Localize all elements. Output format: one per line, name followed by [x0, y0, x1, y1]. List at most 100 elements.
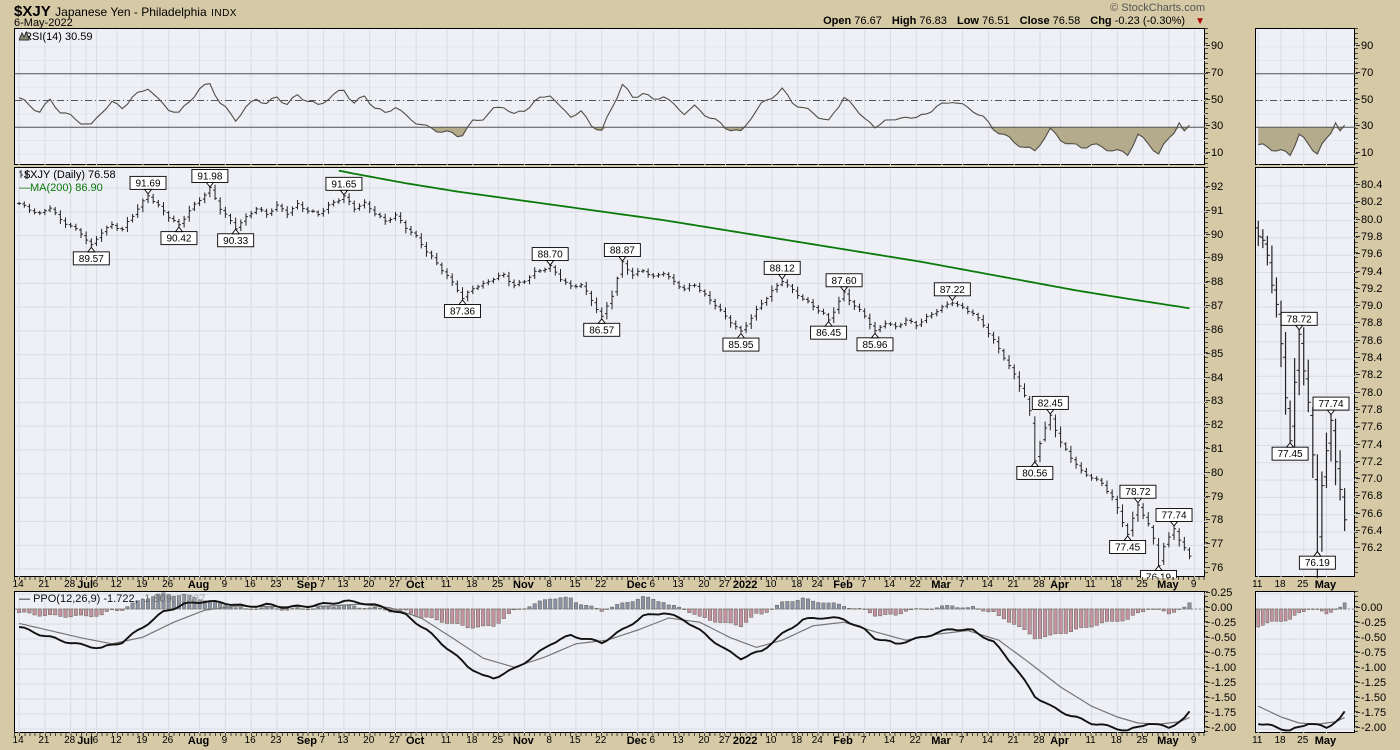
mini-x-tick-label: May: [1314, 579, 1337, 591]
ppo-histogram-bar: [558, 597, 563, 610]
ppo-histogram-bar: [656, 601, 661, 610]
ppo-histogram-bar: [336, 606, 341, 610]
ppo-histogram-bar: [1288, 608, 1292, 620]
ppo-histogram-bar: [475, 608, 480, 628]
x-tick-label: 18: [791, 579, 803, 590]
ppo-histogram-bar: [202, 600, 207, 610]
x-tick-label: 14: [981, 579, 993, 590]
ppo-histogram-bar: [1320, 608, 1324, 612]
rsi-label-text: RSI(14) 30.59: [24, 31, 93, 43]
ppo-histogram-bar: [769, 608, 774, 610]
ppo-histogram-bar: [805, 598, 810, 610]
price-ytick: 83: [1206, 396, 1223, 407]
ppo-histogram-bar: [728, 608, 733, 624]
ppo-histogram-bar: [1043, 608, 1048, 638]
ppo-histogram-bar: [1151, 608, 1156, 610]
callout-pointer-up: [1030, 461, 1040, 467]
ppo-histogram-bar: [439, 608, 444, 623]
ppo-histogram-bar: [125, 606, 130, 610]
ppo-histogram-bar: [1074, 608, 1079, 630]
ppo-histogram-bar: [285, 608, 290, 611]
ppo-histogram-bar: [42, 608, 47, 616]
ppo-histogram-bar: [898, 608, 903, 615]
x-tick-label: 19: [136, 579, 148, 590]
price-ytick: 78: [1206, 515, 1223, 526]
x-tick-label: 13: [337, 735, 349, 746]
x-tick-label: 7: [860, 735, 867, 746]
price-mini-ytick: 79.0: [1356, 301, 1382, 312]
x-tick-label: 6: [92, 579, 99, 590]
ppo-histogram-bar: [630, 601, 635, 610]
ppo-histogram-bar: [408, 608, 413, 614]
ppo-histogram-bar: [929, 608, 934, 610]
x-axis-bottom: 14 21 28 Jul 6 12 19 26 Aug 9 16 23 Sep 7 13 20 27 Oct 11 1…: [0, 733, 1400, 747]
x-tick-label: 9: [1190, 579, 1197, 590]
callout-pointer-down: [1169, 521, 1179, 527]
ppo-histogram-bar: [826, 602, 831, 610]
callout-pointer-up: [597, 318, 607, 324]
price-ytick: 87: [1206, 301, 1223, 312]
ppo-histogram-bar: [512, 608, 517, 611]
callout-pointer-down: [617, 256, 627, 262]
ppo-ytick: -0.75: [1206, 648, 1236, 659]
x-tick-label: 14: [12, 579, 24, 590]
x-tick-label: 7: [958, 735, 965, 746]
callout-pointer-down: [1326, 409, 1336, 416]
callout-pointer-up: [870, 332, 880, 339]
ppo-histogram-bar: [140, 599, 145, 610]
ppo-histogram-bar: [702, 608, 707, 619]
price-ytick: 84: [1206, 372, 1223, 383]
ppo-histogram-bar: [903, 608, 908, 612]
x-tick-label: 7: [319, 735, 326, 746]
price-callout-label: 88.87: [610, 246, 635, 257]
ppo-histogram-bar: [924, 608, 929, 610]
callout-pointer-down: [143, 188, 153, 195]
ppo-histogram-bar: [58, 608, 63, 617]
ppo-histogram-bar: [697, 608, 702, 617]
exchange-tag: INDX: [211, 8, 237, 19]
ppo-line-swatch: —: [19, 593, 30, 605]
ppo-histogram-bar: [677, 606, 682, 610]
x-tick-label: 18: [466, 735, 478, 746]
ppo-histogram-bar: [1053, 608, 1058, 635]
ppo-histogram-bar: [156, 593, 161, 610]
x-tick-label: 9: [221, 579, 228, 590]
low-label: Low: [956, 15, 979, 27]
ppo-histogram-bar: [22, 608, 27, 613]
ppo-signal-line: [1258, 705, 1345, 725]
x-tick-label: 7: [319, 579, 326, 590]
ppo-histogram-bar: [367, 607, 372, 610]
y-tick-marks: [1355, 591, 1358, 733]
ppo-histogram-bar: [48, 608, 53, 615]
price-mini-ytick: 76.8: [1356, 491, 1382, 502]
ppo-label-text: PPO(12,26,9): [33, 593, 101, 605]
ppo-histogram-bar: [522, 608, 527, 610]
ppo-histogram-bar: [940, 605, 945, 610]
x-tick-label: Feb: [833, 735, 853, 747]
chart-date: 6-May-2022: [14, 17, 73, 29]
x-tick-label: 10: [765, 735, 777, 746]
ppo-histogram-bar: [790, 601, 795, 610]
rsi-panel-label: RSI(14) 30.59: [19, 31, 93, 44]
ppo-histogram-bar: [661, 602, 666, 610]
ppo-histogram-bar: [120, 608, 125, 611]
ppo-histogram-bar: [816, 602, 821, 610]
x-tick-label: 26: [162, 735, 174, 746]
x-tick-label: 12: [110, 735, 122, 746]
x-tick-label: Nov: [513, 735, 534, 747]
callout-pointer-down: [777, 273, 787, 280]
ppo-histogram-bar: [764, 608, 769, 613]
callout-pointer-down: [205, 182, 215, 188]
x-tick-label: 27: [718, 735, 731, 746]
x-tick-label: 16: [244, 579, 256, 590]
price-ytick: 76: [1206, 563, 1223, 574]
price-mini-panel: 77.45 78.72 76.19 77.74: [1255, 167, 1356, 578]
ppo-histogram-bar: [780, 601, 785, 610]
x-tick-label: 21: [1007, 579, 1019, 590]
ppo-histogram-bar: [259, 607, 264, 610]
ppo-histogram-bar: [233, 607, 238, 610]
ppo-histogram-bar: [1037, 608, 1042, 639]
ppo-histogram-bar: [1141, 608, 1146, 612]
ppo-histogram-bar: [450, 608, 455, 624]
x-tick-label: 15: [569, 579, 581, 590]
